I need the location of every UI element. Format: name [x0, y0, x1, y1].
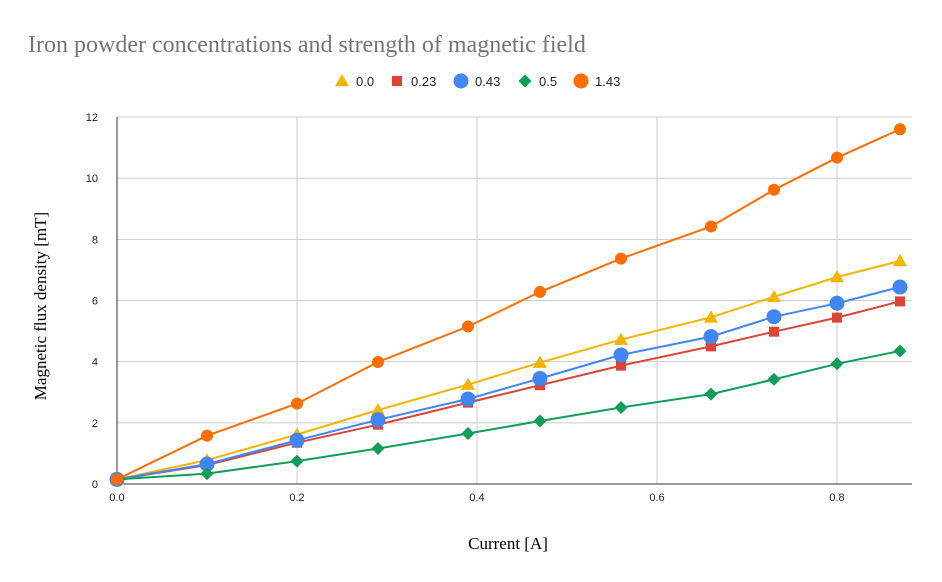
- series-1.43: [111, 123, 906, 486]
- legend-marker: [573, 73, 589, 89]
- data-point: [461, 377, 475, 390]
- data-point: [829, 295, 845, 311]
- legend-marker: [518, 74, 532, 88]
- data-point: [371, 442, 385, 456]
- data-point: [831, 151, 843, 164]
- y-tick-label: 0: [92, 479, 98, 491]
- grid: [117, 116, 912, 484]
- data-point: [766, 309, 782, 325]
- data-point: [614, 401, 628, 415]
- legend-label: 0.23: [411, 74, 436, 89]
- x-tick-label: 0.4: [469, 492, 484, 504]
- series-0.43: [109, 279, 908, 487]
- legend-item: 0.5: [518, 74, 557, 89]
- data-point: [200, 467, 214, 481]
- legend-item: 0.0: [335, 74, 374, 89]
- y-tick-label: 10: [86, 173, 98, 185]
- data-point: [705, 220, 717, 233]
- data-point: [534, 285, 546, 298]
- legend-label: 0.0: [356, 74, 374, 89]
- data-point: [290, 454, 304, 468]
- series-0.5: [110, 344, 907, 486]
- data-point: [289, 432, 305, 448]
- data-point: [613, 347, 629, 363]
- data-point: [832, 312, 842, 323]
- chart-title: Iron powder concentrations and strength …: [28, 32, 586, 58]
- data-point: [893, 254, 907, 267]
- data-point: [533, 355, 547, 368]
- legend: 0.0 0.23 0.43 0.5 1.43: [335, 73, 620, 89]
- x-tick-label: 0.8: [829, 492, 844, 504]
- legend-marker: [335, 74, 349, 87]
- y-tick-label: 8: [92, 234, 98, 246]
- legend-item: 0.23: [392, 74, 436, 89]
- legend-label: 1.43: [595, 74, 620, 89]
- data-point: [830, 357, 844, 371]
- series-line: [116, 286, 901, 481]
- data-point: [199, 456, 215, 472]
- axes: 0 2 4 6 8 10 12 0.0 0.2 0.4 0.6 0.8: [86, 112, 912, 504]
- data-point: [706, 341, 716, 352]
- y-tick-label: 6: [92, 296, 98, 308]
- data-point: [461, 427, 475, 441]
- data-point: [893, 344, 907, 358]
- data-point: [767, 289, 781, 303]
- data-point: [532, 370, 548, 386]
- data-point: [291, 397, 303, 410]
- series-layer: [109, 123, 908, 487]
- y-tick-label: 12: [86, 112, 98, 124]
- data-point: [372, 355, 384, 368]
- data-point: [462, 320, 474, 333]
- data-point: [830, 269, 844, 283]
- data-point: [895, 296, 905, 307]
- data-point: [894, 123, 906, 136]
- x-tick-label: 0.2: [289, 492, 304, 504]
- legend-label: 0.5: [539, 74, 557, 89]
- legend-marker: [392, 76, 402, 86]
- data-point: [703, 329, 719, 345]
- data-point: [370, 412, 386, 428]
- data-point: [201, 429, 213, 442]
- legend-marker: [453, 73, 469, 89]
- data-point: [615, 252, 627, 265]
- data-point: [892, 279, 908, 295]
- y-tick-label: 4: [92, 357, 98, 369]
- legend-label: 0.43: [475, 74, 500, 89]
- data-point: [704, 310, 718, 323]
- y-tick-label: 2: [92, 418, 98, 430]
- data-point: [616, 360, 626, 371]
- x-tick-label: 0.0: [109, 492, 124, 504]
- data-point: [371, 402, 385, 416]
- series-line: [116, 350, 901, 481]
- x-axis-title: Current [A]: [468, 534, 548, 553]
- y-axis-title: Magnetic flux density [mT]: [31, 212, 50, 400]
- data-point: [768, 183, 780, 196]
- data-point: [767, 372, 781, 386]
- data-point: [533, 414, 547, 428]
- data-point: [460, 391, 476, 407]
- legend-item: 1.43: [573, 73, 620, 89]
- series-0.23: [112, 296, 905, 485]
- series-line: [116, 260, 901, 481]
- legend-item: 0.43: [453, 73, 500, 89]
- data-point: [769, 326, 779, 337]
- data-point: [704, 387, 718, 401]
- series-0.0: [110, 254, 907, 485]
- data-point: [111, 473, 123, 486]
- x-tick-label: 0.6: [649, 492, 664, 504]
- data-point: [614, 332, 628, 345]
